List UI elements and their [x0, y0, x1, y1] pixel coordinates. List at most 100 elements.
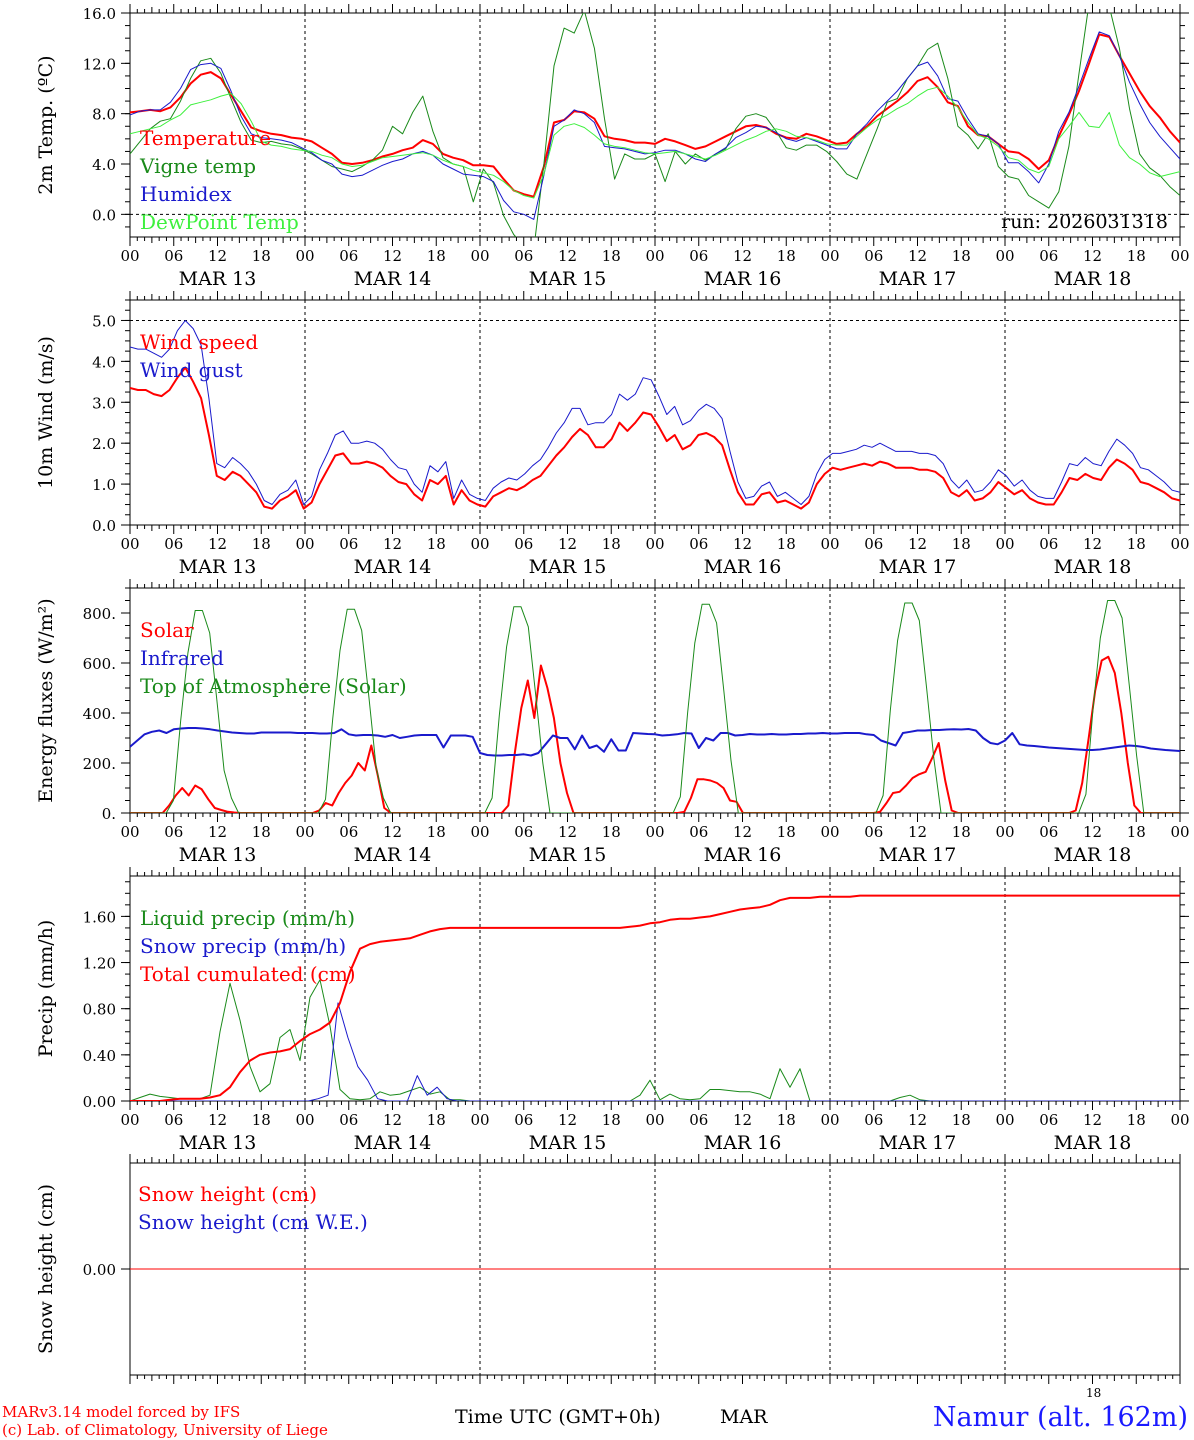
- x-tick-label: 12: [733, 823, 752, 841]
- day-label: MAR 13: [179, 556, 257, 578]
- x-tick-label: 06: [514, 247, 533, 265]
- station-title: Namur (alt. 162m): [932, 1402, 1188, 1433]
- x-tick-label: 06: [339, 535, 358, 553]
- day-label: MAR 16: [704, 268, 782, 290]
- x-tick-label: 12: [383, 823, 402, 841]
- day-label: MAR 15: [529, 268, 607, 290]
- x-tick-label: 18: [602, 535, 621, 553]
- y-axis-label: Precip (mm/h): [35, 920, 57, 1058]
- x-tick-label: 12: [1083, 1111, 1102, 1129]
- x-tick-label: 18: [777, 823, 796, 841]
- x-tick-label: 12: [208, 247, 227, 265]
- day-label: MAR 15: [529, 844, 607, 866]
- x-tick-label: 00: [645, 1111, 664, 1129]
- panel-temp: 0.0 4.0 8.0 12.0 16.0 00 06 12 18 MAR 13 00 06 12 18 M…: [35, 4, 1190, 290]
- legend-entry: Snow height (cm): [138, 1182, 317, 1206]
- x-tick-label: 12: [908, 1111, 927, 1129]
- legend-entry: Total cumulated (cm): [140, 962, 356, 986]
- x-tick-label: 12: [208, 535, 227, 553]
- legend-entry: Solar: [140, 618, 194, 642]
- day-label: MAR 17: [879, 844, 957, 866]
- day-label: MAR 13: [179, 844, 257, 866]
- legend-entry: Snow precip (mm/h): [140, 934, 346, 958]
- x-tick-label: 06: [514, 535, 533, 553]
- y-tick-label: 0.0: [92, 206, 116, 224]
- x-tick-label: 00: [120, 535, 139, 553]
- x-tick-label: 00: [120, 1111, 139, 1129]
- x-tick-label: 06: [864, 823, 883, 841]
- y-tick-label: 16.0: [83, 5, 116, 23]
- x-tick-label: 18: [602, 823, 621, 841]
- series-liquid-precip-mm-h-: [130, 979, 1180, 1101]
- x-tick-label: 00: [820, 823, 839, 841]
- panel-wind: 0.0 1.0 2.0 3.0 4.0 5.0 00 06 12 18 MAR 13 00 06 12 18…: [35, 291, 1190, 578]
- y-tick-label: 800.: [83, 605, 116, 623]
- x-tick-label: 18: [1127, 823, 1146, 841]
- x-tick-label: 00: [470, 247, 489, 265]
- y-tick-label: 600.: [83, 655, 116, 673]
- day-label: MAR 14: [354, 556, 432, 578]
- x-tick-label: 06: [864, 247, 883, 265]
- y-tick-label: 3.0: [92, 394, 116, 412]
- x-tick-label: 06: [689, 535, 708, 553]
- y-tick-label: 4.0: [92, 353, 116, 371]
- y-tick-label: 0.40: [83, 1047, 116, 1065]
- x-tick-label: 00: [1170, 247, 1189, 265]
- series-temperature: [130, 33, 1180, 198]
- x-tick-label: 00: [295, 247, 314, 265]
- run-annotation: run: 2026031318: [1001, 211, 1168, 233]
- x-tick-label: 06: [1039, 535, 1058, 553]
- x-tick-label: 06: [339, 247, 358, 265]
- x-tick-label: 12: [383, 535, 402, 553]
- day-label: MAR 14: [354, 1132, 432, 1154]
- panel-snow: 0.00 Snow height (cm) Snow height (cm) Snow…: [35, 1154, 1189, 1384]
- day-label: MAR 18: [1054, 556, 1132, 578]
- y-axis-label: Snow height (cm): [35, 1184, 57, 1354]
- x-tick-label: 18: [1127, 1111, 1146, 1129]
- x-tick-label: 12: [908, 823, 927, 841]
- x-tick-label: 00: [120, 823, 139, 841]
- y-axis-label: Energy fluxes (W/m²): [35, 598, 57, 802]
- x-tick-label: 18: [427, 823, 446, 841]
- x-tick-label: 00: [120, 247, 139, 265]
- month-label: MAR: [720, 1406, 768, 1428]
- x-tick-label: 18: [252, 535, 271, 553]
- day-label: MAR 17: [879, 268, 957, 290]
- y-tick-label: 400.: [83, 705, 116, 723]
- day-label: MAR 16: [704, 556, 782, 578]
- x-tick-label: 06: [689, 247, 708, 265]
- panel-energy: 0. 200. 400. 600. 800. 00 06 12 18 MAR 13 00 06 12 18…: [35, 579, 1190, 866]
- x-tick-label: 06: [339, 1111, 358, 1129]
- x-tick-label: 00: [470, 1111, 489, 1129]
- x-tick-label: 06: [164, 535, 183, 553]
- x-tick-label: 00: [645, 247, 664, 265]
- x-tick-label: 00: [820, 1111, 839, 1129]
- x-tick-label: 06: [864, 1111, 883, 1129]
- day-label: MAR 18: [1054, 1132, 1132, 1154]
- day-label: MAR 16: [704, 1132, 782, 1154]
- x-tick-label: 00: [295, 823, 314, 841]
- x-tick-label: 06: [689, 823, 708, 841]
- series-infrared: [130, 727, 1180, 757]
- x-tick-label: 18: [1127, 247, 1146, 265]
- x-tick-label: 00: [995, 823, 1014, 841]
- x-tick-label: 12: [383, 1111, 402, 1129]
- day-label: MAR 17: [879, 1132, 957, 1154]
- legend-entry: Humidex: [140, 182, 232, 206]
- x-tick-label: 18: [777, 247, 796, 265]
- x-tick-label: 00: [820, 247, 839, 265]
- legend-entry: Infrared: [140, 646, 224, 670]
- x-tick-label: 18: [252, 247, 271, 265]
- x-tick-label: 06: [1039, 1111, 1058, 1129]
- series-dewpoint-temp: [130, 86, 1180, 199]
- legend-entry: Wind speed: [140, 330, 258, 354]
- series-total-cumulated-cm-: [130, 894, 1180, 1101]
- x-tick-label: 06: [514, 1111, 533, 1129]
- series-wind-speed: [130, 366, 1180, 510]
- x-tick-label: 12: [558, 823, 577, 841]
- x-tick-label: 00: [1170, 535, 1189, 553]
- day-label: MAR 15: [529, 1132, 607, 1154]
- y-tick-label: 8.0: [92, 106, 116, 124]
- model-credit: MARv3.14 model forced by IFS: [2, 1403, 241, 1421]
